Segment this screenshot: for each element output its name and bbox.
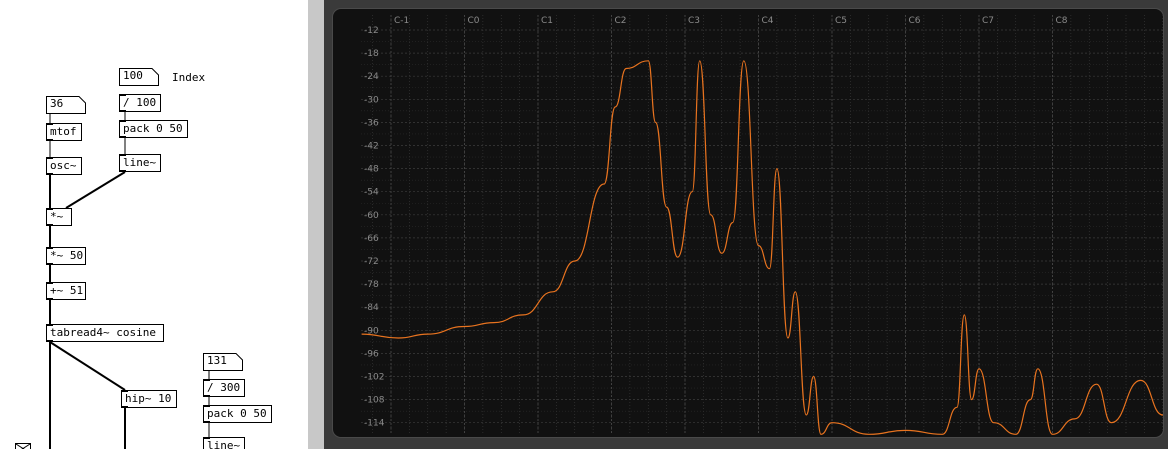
spectrum-plot: -12 -18 -24 -30 -36 -42 -48 -54 -60 -66 -72 -78 -84 -…	[361, 15, 1163, 435]
line-object-b[interactable]: line~	[203, 437, 245, 449]
div-100-object[interactable]: / 100	[119, 94, 161, 112]
x-tick-label: C5	[835, 16, 847, 26]
spectrum-plot-frame: -12 -18 -24 -30 -36 -42 -48 -54 -60 -66 -72 -78 -84 -…	[332, 8, 1164, 438]
x-tick-label: C7	[982, 16, 994, 26]
number-box-100[interactable]: 100	[119, 68, 159, 86]
div-300-object[interactable]: / 300	[203, 379, 245, 397]
y-tick-label: -54	[364, 188, 379, 198]
y-tick-label: -24	[364, 72, 379, 82]
tabread4-object[interactable]: tabread4~ cosine	[46, 324, 164, 342]
x-tick-label: C3	[688, 16, 700, 26]
number-box-131[interactable]: 131	[203, 353, 243, 371]
y-tick-label: -12	[364, 26, 379, 36]
add-51-object[interactable]: +~ 51	[46, 282, 86, 300]
y-tick-label: -114	[364, 419, 385, 429]
y-tick-label: -72	[364, 257, 379, 267]
y-tick-label: -48	[364, 165, 379, 175]
osc-object[interactable]: osc~	[46, 157, 82, 175]
pd-patch-canvas[interactable]: 100 Index / 100 pack 0 50 line~ 36 mtof …	[0, 0, 308, 449]
pack-0-50-object-b[interactable]: pack 0 50	[203, 405, 272, 423]
hip-10-object[interactable]: hip~ 10	[121, 390, 177, 408]
y-tick-label: -60	[364, 211, 379, 221]
line-object-a[interactable]: line~	[119, 154, 161, 172]
y-tick-label: -102	[364, 373, 384, 383]
y-tick-label: -90	[364, 326, 379, 336]
y-tick-label: -84	[364, 303, 379, 313]
x-tick-label: C4	[762, 16, 774, 26]
y-tick-label: -42	[364, 142, 379, 152]
y-tick-label: -78	[364, 280, 379, 290]
number-box-36[interactable]: 36	[46, 96, 86, 114]
index-comment: Index	[172, 71, 206, 84]
y-tick-label: -66	[364, 234, 379, 244]
x-tick-label: C6	[909, 16, 921, 26]
x-tick-label: C0	[468, 16, 480, 26]
x-tick-label: C-1	[394, 16, 409, 26]
multiply-50-object[interactable]: *~ 50	[46, 247, 86, 265]
pack-0-50-object-a[interactable]: pack 0 50	[119, 120, 188, 138]
y-tick-label: -18	[364, 49, 379, 59]
spectrum-curve	[361, 60, 1163, 435]
spectrum-analyzer-panel: -12 -18 -24 -30 -36 -42 -48 -54 -60 -66 -72 -78 -84 -…	[324, 0, 1168, 449]
x-tick-label: C1	[541, 16, 553, 26]
window-divider	[308, 0, 324, 449]
multiply-object[interactable]: *~	[46, 208, 72, 226]
y-tick-label: -36	[364, 118, 379, 128]
x-tick-label: C8	[1056, 16, 1068, 26]
y-tick-label: -108	[364, 396, 385, 406]
mtof-object[interactable]: mtof	[46, 123, 82, 141]
x-tick-label: C2	[615, 16, 627, 26]
y-tick-label: -96	[364, 349, 379, 359]
y-tick-label: -30	[364, 95, 379, 105]
